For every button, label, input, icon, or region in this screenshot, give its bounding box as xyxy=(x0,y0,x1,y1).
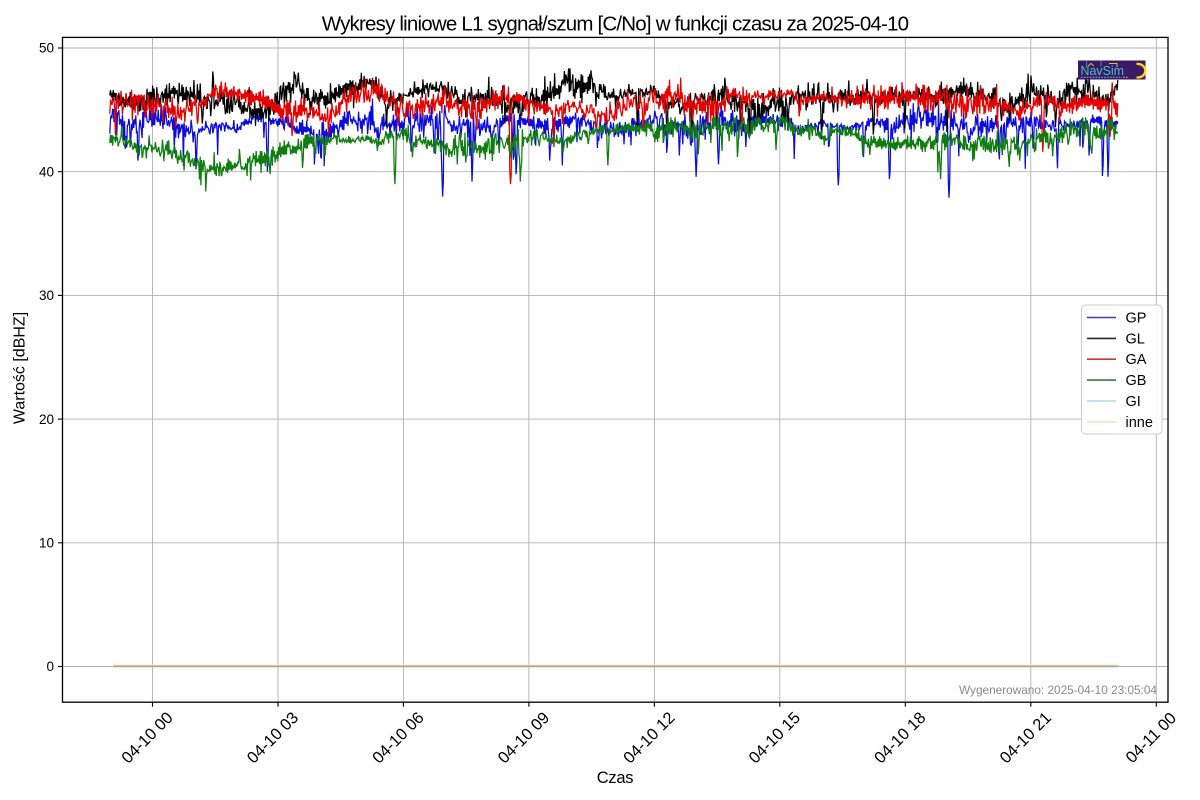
svg-text:40: 40 xyxy=(39,164,54,179)
svg-text:GB: GB xyxy=(1126,373,1147,389)
svg-text:Wykresy liniowe L1 sygnał/szum: Wykresy liniowe L1 sygnał/szum [C/No] w … xyxy=(322,13,909,36)
svg-text:GL: GL xyxy=(1126,331,1145,347)
svg-text:Wygenerowano: 2025-04-10 23:05: Wygenerowano: 2025-04-10 23:05:04 xyxy=(959,683,1157,697)
svg-text:Czas: Czas xyxy=(597,769,633,787)
svg-text:Wartość [dBHZ]: Wartość [dBHZ] xyxy=(12,312,29,424)
svg-text:GI: GI xyxy=(1126,394,1141,410)
svg-text:10: 10 xyxy=(39,536,54,551)
svg-text:0: 0 xyxy=(46,659,54,674)
svg-text:50: 50 xyxy=(39,41,54,56)
svg-text:NavSim: NavSim xyxy=(1081,64,1125,78)
svg-text:GP: GP xyxy=(1126,311,1147,327)
svg-text:GA: GA xyxy=(1126,352,1147,368)
svg-text:20: 20 xyxy=(39,412,54,427)
svg-text:30: 30 xyxy=(39,288,54,303)
svg-text:inne: inne xyxy=(1126,415,1153,431)
